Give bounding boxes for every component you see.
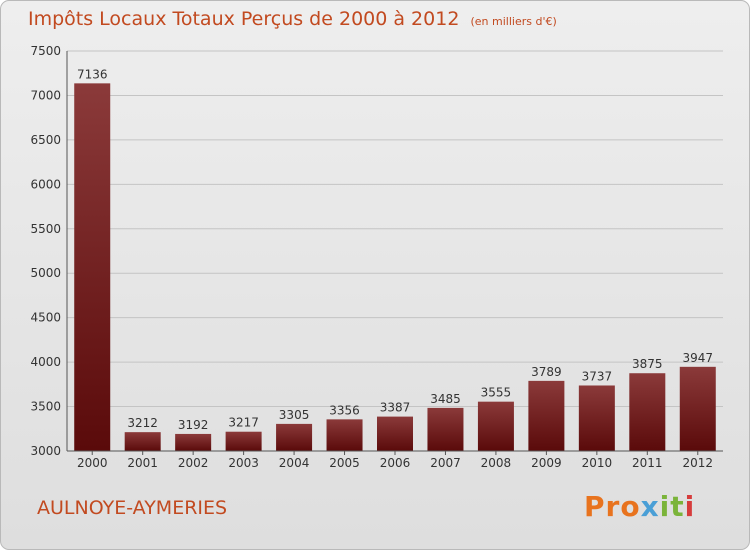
y-axis-ticks: 3000 3500 4000 4500 5000 5500 6000 6500 7000 7500 bbox=[30, 44, 61, 458]
x-tick-label: 2004 bbox=[279, 456, 310, 470]
x-tick-label: 2001 bbox=[127, 456, 158, 470]
y-tick-label: 7500 bbox=[30, 44, 61, 58]
y-tick-label: 3000 bbox=[30, 444, 61, 458]
x-tick-label: 2000 bbox=[77, 456, 108, 470]
title-row: Impôts Locaux Totaux Perçus de 2000 à 20… bbox=[28, 8, 557, 30]
x-tick-label: 2003 bbox=[228, 456, 259, 470]
logo-part-3: it bbox=[659, 490, 685, 523]
proxiti-logo: Proxiti bbox=[584, 490, 695, 523]
bar bbox=[326, 419, 363, 451]
data-labels: 7136 3212 3192 3217 3305 3356 3387 3485 3555 3789… bbox=[77, 67, 713, 432]
bars bbox=[74, 83, 716, 451]
x-tick-label: 2008 bbox=[481, 456, 512, 470]
bar bbox=[477, 401, 514, 451]
grid-lines bbox=[67, 50, 723, 452]
data-label: 3947 bbox=[682, 351, 713, 365]
bar bbox=[124, 432, 161, 451]
data-label: 3387 bbox=[380, 401, 411, 415]
data-label: 3217 bbox=[228, 416, 259, 430]
logo-part-2: x bbox=[640, 490, 660, 523]
logo-part-4: i bbox=[684, 490, 696, 523]
data-label: 3485 bbox=[430, 392, 461, 406]
bar bbox=[74, 83, 111, 451]
data-label: 3356 bbox=[329, 403, 360, 417]
x-tick-label: 2002 bbox=[178, 456, 209, 470]
logo-part-1: Pro bbox=[584, 490, 641, 523]
bar bbox=[225, 431, 262, 451]
bar bbox=[679, 366, 716, 451]
data-label: 3555 bbox=[481, 386, 512, 400]
y-tick-label: 5000 bbox=[30, 266, 61, 280]
bar bbox=[528, 380, 565, 451]
data-label: 3305 bbox=[279, 408, 310, 422]
y-tick-label: 7000 bbox=[30, 88, 61, 102]
chart-subtitle: (en milliers d'€) bbox=[470, 15, 557, 28]
x-tick-label: 2011 bbox=[632, 456, 663, 470]
data-label: 3789 bbox=[531, 365, 562, 379]
bar bbox=[629, 373, 666, 451]
x-tick-label: 2009 bbox=[531, 456, 562, 470]
location-name: AULNOYE-AYMERIES bbox=[37, 497, 228, 519]
data-label: 3737 bbox=[582, 369, 613, 383]
y-tick-label: 4500 bbox=[30, 311, 61, 325]
x-axis-ticks: 2000 2001 2002 2003 2004 2005 2006 2007 2008 2009… bbox=[77, 451, 713, 470]
data-label: 3212 bbox=[127, 416, 158, 430]
y-tick-label: 6500 bbox=[30, 133, 61, 147]
y-tick-label: 6000 bbox=[30, 177, 61, 191]
x-tick-label: 2010 bbox=[582, 456, 613, 470]
data-label: 7136 bbox=[77, 67, 108, 81]
bar bbox=[276, 423, 313, 451]
bar bbox=[578, 385, 615, 451]
x-tick-label: 2005 bbox=[329, 456, 360, 470]
x-tick-label: 2006 bbox=[380, 456, 411, 470]
bar bbox=[377, 416, 413, 451]
y-tick-label: 5500 bbox=[30, 222, 61, 236]
bar bbox=[427, 407, 464, 451]
x-tick-label: 2012 bbox=[682, 456, 713, 470]
data-label: 3192 bbox=[178, 418, 209, 432]
axes bbox=[66, 51, 723, 452]
chart-title: Impôts Locaux Totaux Perçus de 2000 à 20… bbox=[28, 8, 460, 30]
y-tick-label: 4000 bbox=[30, 355, 61, 369]
bar bbox=[175, 433, 212, 451]
y-tick-label: 3500 bbox=[30, 400, 61, 414]
data-label: 3875 bbox=[632, 357, 663, 371]
x-tick-label: 2007 bbox=[430, 456, 461, 470]
